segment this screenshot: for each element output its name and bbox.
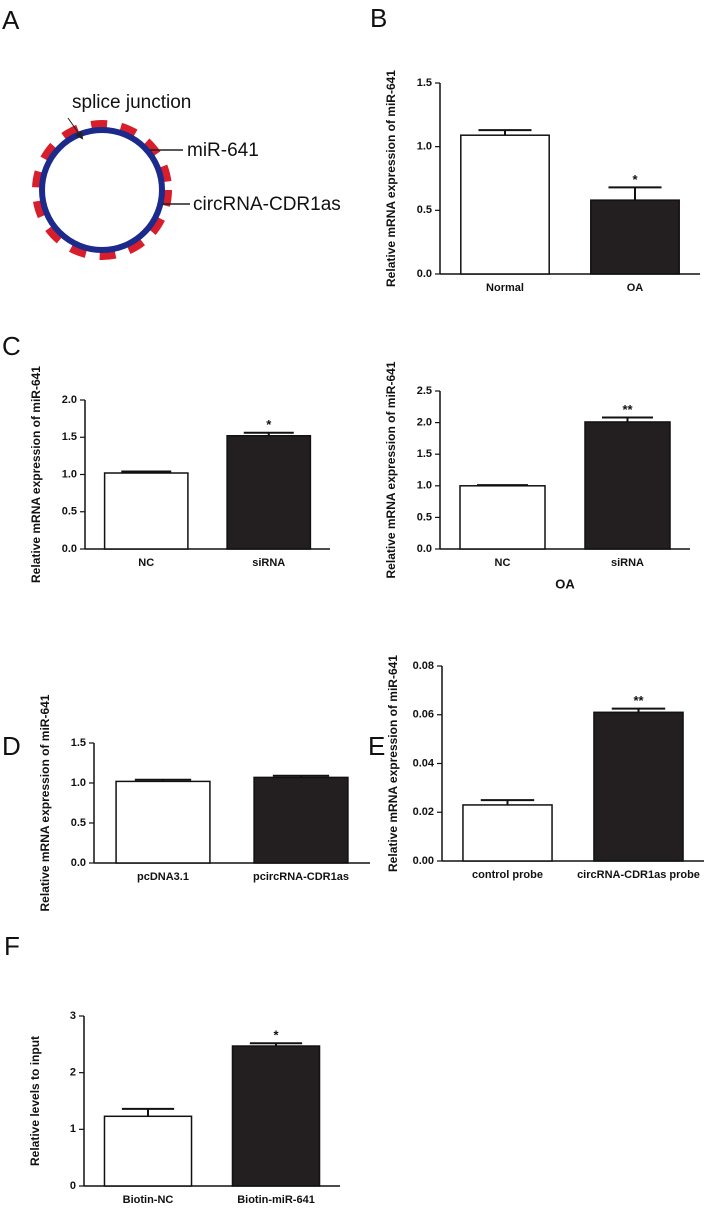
bar	[253, 776, 349, 864]
y-tick-label: 0.0	[417, 268, 432, 280]
y-tick-label: 0.0	[417, 543, 432, 555]
bar	[462, 804, 553, 862]
x-tick-label: siRNA	[611, 557, 644, 569]
x-tick-label: siRNA	[252, 557, 285, 569]
bar	[103, 472, 189, 550]
y-axis-title: Relative mRNA expression of miR-641	[384, 361, 398, 578]
y-tick-label: 2	[70, 1067, 76, 1079]
y-tick-label: 0.5	[71, 817, 86, 829]
y-tick-label: 0.02	[413, 806, 434, 818]
y-tick-label: 1.0	[417, 480, 432, 492]
y-tick-label: 0.08	[413, 660, 434, 672]
panel-label: E	[368, 731, 385, 761]
y-tick-label: 1.5	[417, 77, 432, 89]
x-tick-label: Biotin-miR-641	[237, 1194, 315, 1206]
y-tick-label: 0.0	[62, 543, 77, 555]
y-tick-label: 1.0	[62, 468, 77, 480]
x-tick-label: NC	[138, 557, 154, 569]
bar	[231, 1045, 321, 1187]
y-tick-label: 2.0	[417, 417, 432, 429]
y-axis-title: Relative mRNA expression of miR-641	[38, 694, 52, 911]
diagram-label: splice junction	[72, 92, 191, 113]
bar	[584, 421, 671, 550]
y-tick-label: 1.0	[417, 141, 432, 153]
y-tick-label: 0.00	[413, 855, 434, 867]
diagram-label: circRNA-CDR1as	[193, 194, 341, 215]
bar	[459, 485, 546, 550]
diagram-label: miR-641	[187, 140, 259, 161]
y-tick-label: 0.06	[413, 709, 434, 721]
significance: **	[633, 693, 644, 708]
panel-label: A	[2, 5, 20, 35]
y-tick-label: 0	[70, 1180, 76, 1192]
significance: *	[273, 1028, 279, 1043]
y-tick-label: 0.5	[62, 506, 77, 518]
y-tick-label: 1.5	[62, 431, 77, 443]
x-tick-label: control probe	[472, 869, 543, 881]
bar	[590, 199, 680, 275]
x-tick-label: pcircRNA-CDR1as	[253, 871, 349, 883]
y-tick-label: 2.0	[62, 394, 77, 406]
panel-label: B	[370, 3, 387, 33]
y-tick-label: 1	[70, 1123, 76, 1135]
significance: *	[266, 417, 272, 432]
significance: *	[632, 172, 638, 187]
y-axis-title: Relative mRNA expression of miR-641	[386, 655, 400, 872]
panel-label: D	[2, 731, 21, 761]
significance: **	[622, 402, 633, 417]
y-axis-title: Relative levels to input	[28, 1036, 42, 1166]
x-tick-label: OA	[627, 282, 644, 294]
x-tick-label: NC	[495, 557, 511, 569]
x-tick-label: pcDNA3.1	[137, 871, 189, 883]
y-tick-label: 0.5	[417, 204, 432, 216]
y-tick-label: 2.5	[417, 385, 432, 397]
bar	[593, 711, 684, 862]
y-tick-label: 0.04	[413, 757, 435, 769]
y-tick-label: 1.5	[71, 737, 86, 749]
y-tick-label: 0.0	[71, 857, 86, 869]
mirna-sites	[32, 120, 172, 260]
y-tick-label: 1.0	[71, 777, 86, 789]
bar	[115, 780, 211, 864]
x-tick-label: Biotin-NC	[123, 1194, 174, 1206]
circrna-ring	[39, 127, 165, 253]
arrow	[67, 117, 84, 140]
x-axis-title: OA	[555, 576, 575, 591]
y-tick-label: 1.5	[417, 448, 432, 460]
circrna-diagram: splice junction miR-641 circRNA-CDR1as	[32, 92, 341, 260]
y-axis-title: Relative mRNA expression of miR-641	[384, 70, 398, 287]
y-tick-label: 3	[70, 1010, 76, 1022]
x-tick-label: circRNA-CDR1as probe	[577, 869, 700, 881]
bar	[460, 134, 550, 275]
y-axis-title: Relative mRNA expression of miR-641	[29, 366, 43, 583]
y-tick-label: 0.5	[417, 511, 432, 523]
x-tick-label: Normal	[486, 282, 524, 294]
panel-label: F	[4, 931, 20, 961]
bar	[226, 435, 312, 550]
bar	[103, 1115, 193, 1187]
panel-label: C	[2, 331, 21, 361]
